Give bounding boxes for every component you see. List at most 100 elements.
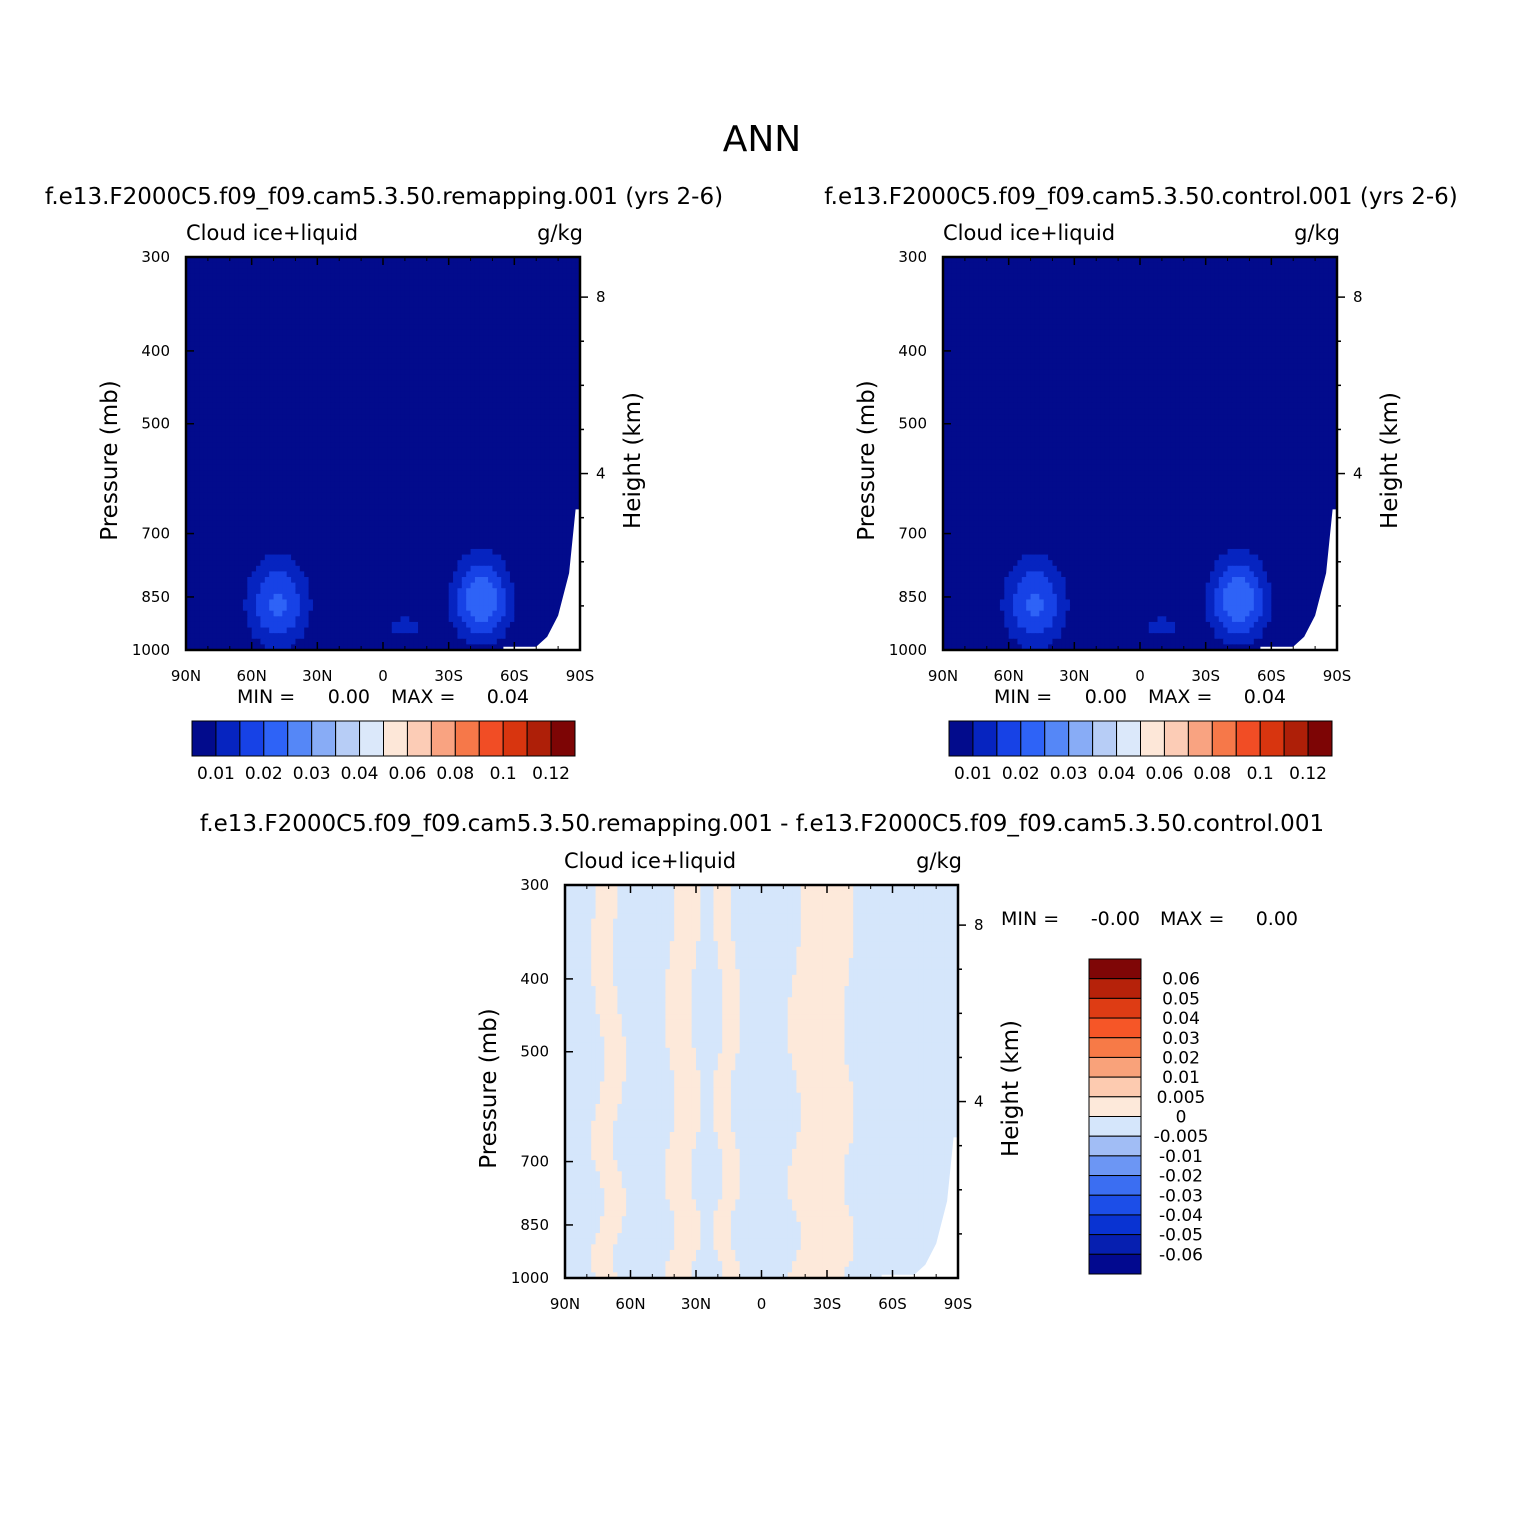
contour-cell: [203, 358, 209, 365]
contour-cell: [396, 515, 402, 522]
contour-cell: [439, 537, 445, 544]
contour-cell: [461, 335, 467, 342]
contour-cell: [431, 560, 437, 567]
contour-cell: [229, 369, 235, 376]
contour-cell: [308, 526, 314, 533]
contour-cell: [466, 346, 472, 354]
contour-cell: [238, 335, 244, 342]
contour-cell: [496, 425, 502, 432]
contour-cell: [466, 470, 472, 477]
contour-cell: [501, 548, 507, 556]
contour-cell: [396, 290, 402, 297]
contour-cell: [347, 386, 353, 393]
contour-cell: [383, 492, 388, 500]
contour-cell: [496, 554, 502, 561]
contour-cell: [575, 498, 580, 505]
contour-cell: [221, 307, 226, 314]
contour-cell: [207, 492, 213, 500]
contour-cell: [531, 498, 537, 505]
contour-cell: [457, 307, 463, 314]
contour-cell: [544, 470, 550, 477]
contour-cell: [558, 447, 564, 455]
contour-cell: [247, 363, 253, 370]
contour-cell: [299, 358, 305, 365]
contour-cell: [444, 352, 450, 359]
contour-cell: [396, 447, 402, 455]
contour-cell: [413, 453, 419, 460]
contour-cell: [356, 520, 362, 528]
contour-cell: [291, 548, 297, 556]
contour-cell: [400, 374, 406, 382]
contour-cell: [199, 335, 205, 342]
contour-cell: [203, 307, 209, 314]
contour-cell: [457, 431, 463, 438]
contour-cell: [466, 397, 472, 404]
contour-cell: [356, 402, 362, 410]
contour-cell: [326, 318, 332, 325]
contour-cell: [470, 442, 476, 449]
contour-cell: [369, 257, 375, 264]
contour-cell: [566, 290, 572, 297]
contour-cell: [273, 369, 279, 376]
contour-cell: [225, 565, 231, 572]
contour-cell: [312, 408, 318, 415]
contour-cell: [444, 509, 450, 516]
contour-cell: [374, 358, 380, 365]
contour-cell: [299, 296, 305, 303]
contour-cell: [470, 386, 476, 393]
contour-cell: [531, 431, 537, 438]
contour-cell: [277, 341, 283, 348]
contour-cell: [575, 470, 580, 477]
contour-cell: [269, 358, 275, 365]
contour-cell: [334, 318, 340, 325]
contour-cell: [558, 329, 564, 337]
contour-cell: [251, 459, 257, 466]
contour-cell: [212, 257, 218, 264]
contour-cell: [221, 346, 226, 354]
contour-cell: [216, 296, 222, 303]
contour-cell: [343, 313, 349, 320]
contour-cell: [431, 414, 437, 421]
contour-cell: [509, 554, 515, 561]
contour-cell: [277, 459, 283, 466]
contour-cell: [308, 408, 314, 415]
contour-cell: [203, 273, 209, 281]
contour-cell: [291, 296, 297, 303]
contour-cell: [339, 470, 345, 477]
contour-cell: [492, 346, 498, 354]
contour-cell: [549, 397, 555, 404]
contour-cell: [435, 358, 441, 365]
contour-cell: [330, 290, 336, 297]
contour-cell: [369, 363, 375, 370]
contour-cell: [466, 402, 472, 410]
contour-cell: [483, 341, 489, 348]
contour-cell: [326, 408, 332, 415]
contour-cell: [514, 329, 520, 337]
contour-cell: [225, 374, 231, 382]
contour-cell: [391, 374, 397, 382]
contour-cell: [435, 257, 441, 264]
contour-cell: [571, 442, 577, 449]
contour-cell: [378, 358, 384, 365]
contour-cell: [238, 498, 244, 505]
contour-cell: [190, 285, 196, 292]
contour-cell: [531, 543, 537, 550]
contour-cell: [514, 459, 520, 466]
contour-cell: [553, 402, 559, 410]
contour-cell: [531, 335, 537, 342]
contour-cell: [361, 391, 367, 398]
contour-cell: [282, 391, 288, 398]
contour-cell: [540, 296, 546, 303]
contour-cell: [369, 341, 375, 348]
contour-cell: [540, 352, 546, 359]
contour-cell: [492, 279, 498, 286]
contour-cell: [505, 560, 511, 567]
contour-cell: [234, 408, 240, 415]
contour-cell: [277, 509, 283, 516]
contour-cell: [225, 279, 231, 286]
contour-cell: [474, 397, 480, 404]
contour-cell: [553, 470, 559, 477]
contour-cell: [383, 447, 388, 455]
contour-cell: [312, 268, 318, 275]
contour-cell: [553, 268, 559, 275]
